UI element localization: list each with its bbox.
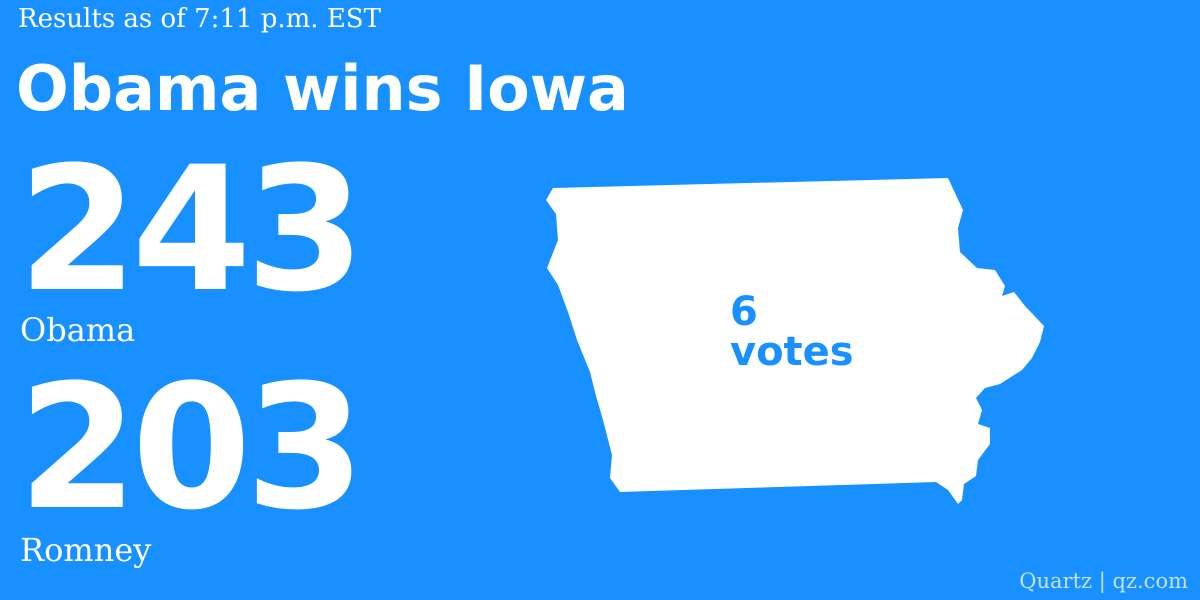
romney-electoral-votes: 203 xyxy=(18,347,365,548)
results-timestamp: Results as of 7:11 p.m. EST xyxy=(18,4,381,34)
obama-label: Obama xyxy=(20,311,136,349)
romney-label: Romney xyxy=(20,531,152,569)
headline: Obama wins Iowa xyxy=(16,52,629,125)
state-votes-number: 6 xyxy=(730,289,758,335)
state-votes-label: 6 votes xyxy=(730,292,854,372)
obama-electoral-votes: 243 xyxy=(18,129,365,330)
source-credit: Quartz | qz.com xyxy=(1019,569,1188,593)
state-votes-word: votes xyxy=(730,329,854,375)
iowa-state-shape xyxy=(546,178,1044,504)
